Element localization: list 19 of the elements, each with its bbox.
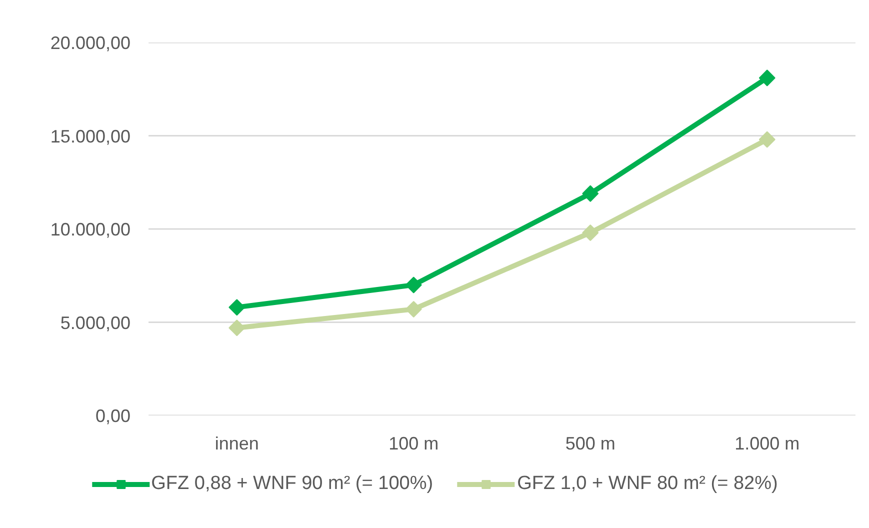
y-tick-label: 0,00 [95,406,131,426]
point [405,276,422,294]
x-tick-label: 100 m [388,434,439,454]
y-tick-label: 10.000,00 [50,220,130,240]
legend-label: GFZ 1,0 + WNF 80 m² (= 82%) [517,473,778,495]
legend-label: GFZ 0,88 + WNF 90 m² (= 100%) [151,473,434,495]
y-tick-label: 15.000,00 [50,126,130,146]
y-tick-label: 5.000,00 [60,312,131,333]
y-tick-label: 20.000,00 [50,33,130,53]
point [582,185,599,202]
point [758,131,776,148]
x-tick-label: innen [214,434,259,454]
x-tick-label: 500 m [565,434,616,454]
point [228,299,246,316]
point [228,320,246,336]
point [758,70,776,86]
x-tick-label: 1.000 m [734,434,800,454]
point [582,224,599,242]
point [405,300,422,318]
